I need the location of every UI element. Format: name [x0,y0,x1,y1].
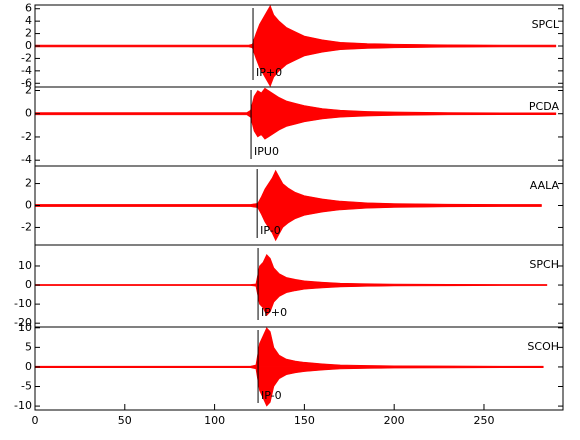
station-label: SPCH [529,258,559,271]
x-tick-label: 250 [473,414,494,427]
x-tick-label: 50 [118,414,132,427]
station-label: SPCL [532,18,560,31]
x-tick-label: 200 [384,414,405,427]
station-label: PCDA [529,100,560,113]
y-tick-label: 0 [25,199,32,212]
pick-label: IP-0 [261,389,282,402]
trace-envelope-lower [34,205,542,242]
y-tick-label: 0 [25,107,32,120]
x-tick-label: 100 [204,414,225,427]
y-tick-label: 2 [25,83,32,96]
trace-envelope-upper [34,169,542,206]
y-tick-label: -5 [21,380,32,393]
trace-envelope-upper [34,327,544,368]
y-tick-label: 0 [25,278,32,291]
station-label: SCOH [527,340,559,353]
y-tick-label: 0 [25,360,32,373]
y-tick-label: 0 [25,39,32,52]
y-tick-label: -2 [21,51,32,64]
trace-envelope-lower [34,366,544,407]
pick-label: IPU0 [254,145,279,158]
y-tick-label: 4 [25,14,32,27]
pick-label: IP+0 [261,306,287,319]
station-label: AALA [530,179,560,192]
y-tick-label: 5 [25,340,32,353]
panel-frame [34,86,564,167]
y-tick-label: -4 [21,153,32,166]
y-tick-label: 10 [18,259,32,272]
y-tick-label: -4 [21,64,32,77]
y-tick-label: 10 [18,321,32,334]
y-tick-label: 2 [25,27,32,40]
trace-envelope-upper [34,254,548,286]
trace-envelope-lower [34,284,548,317]
trace-envelope-upper [34,87,557,115]
y-tick-label: -10 [14,399,32,412]
y-tick-label: -6 [21,76,32,89]
trace-envelope-lower [34,45,557,88]
x-tick-label: 150 [294,414,315,427]
y-tick-label: -10 [14,297,32,310]
pick-label: IP-0 [260,224,281,237]
x-tick-label: 0 [32,414,39,427]
trace-envelope-upper [34,4,557,47]
y-tick-label: -2 [21,130,32,143]
pick-label: IP+0 [256,66,282,79]
y-tick-label: -20 [14,316,32,329]
panel-frame [34,326,564,411]
y-tick-label: 6 [25,2,32,15]
y-tick-label: -2 [21,220,32,233]
y-tick-label: 2 [25,177,32,190]
trace-envelope-lower [34,113,557,140]
